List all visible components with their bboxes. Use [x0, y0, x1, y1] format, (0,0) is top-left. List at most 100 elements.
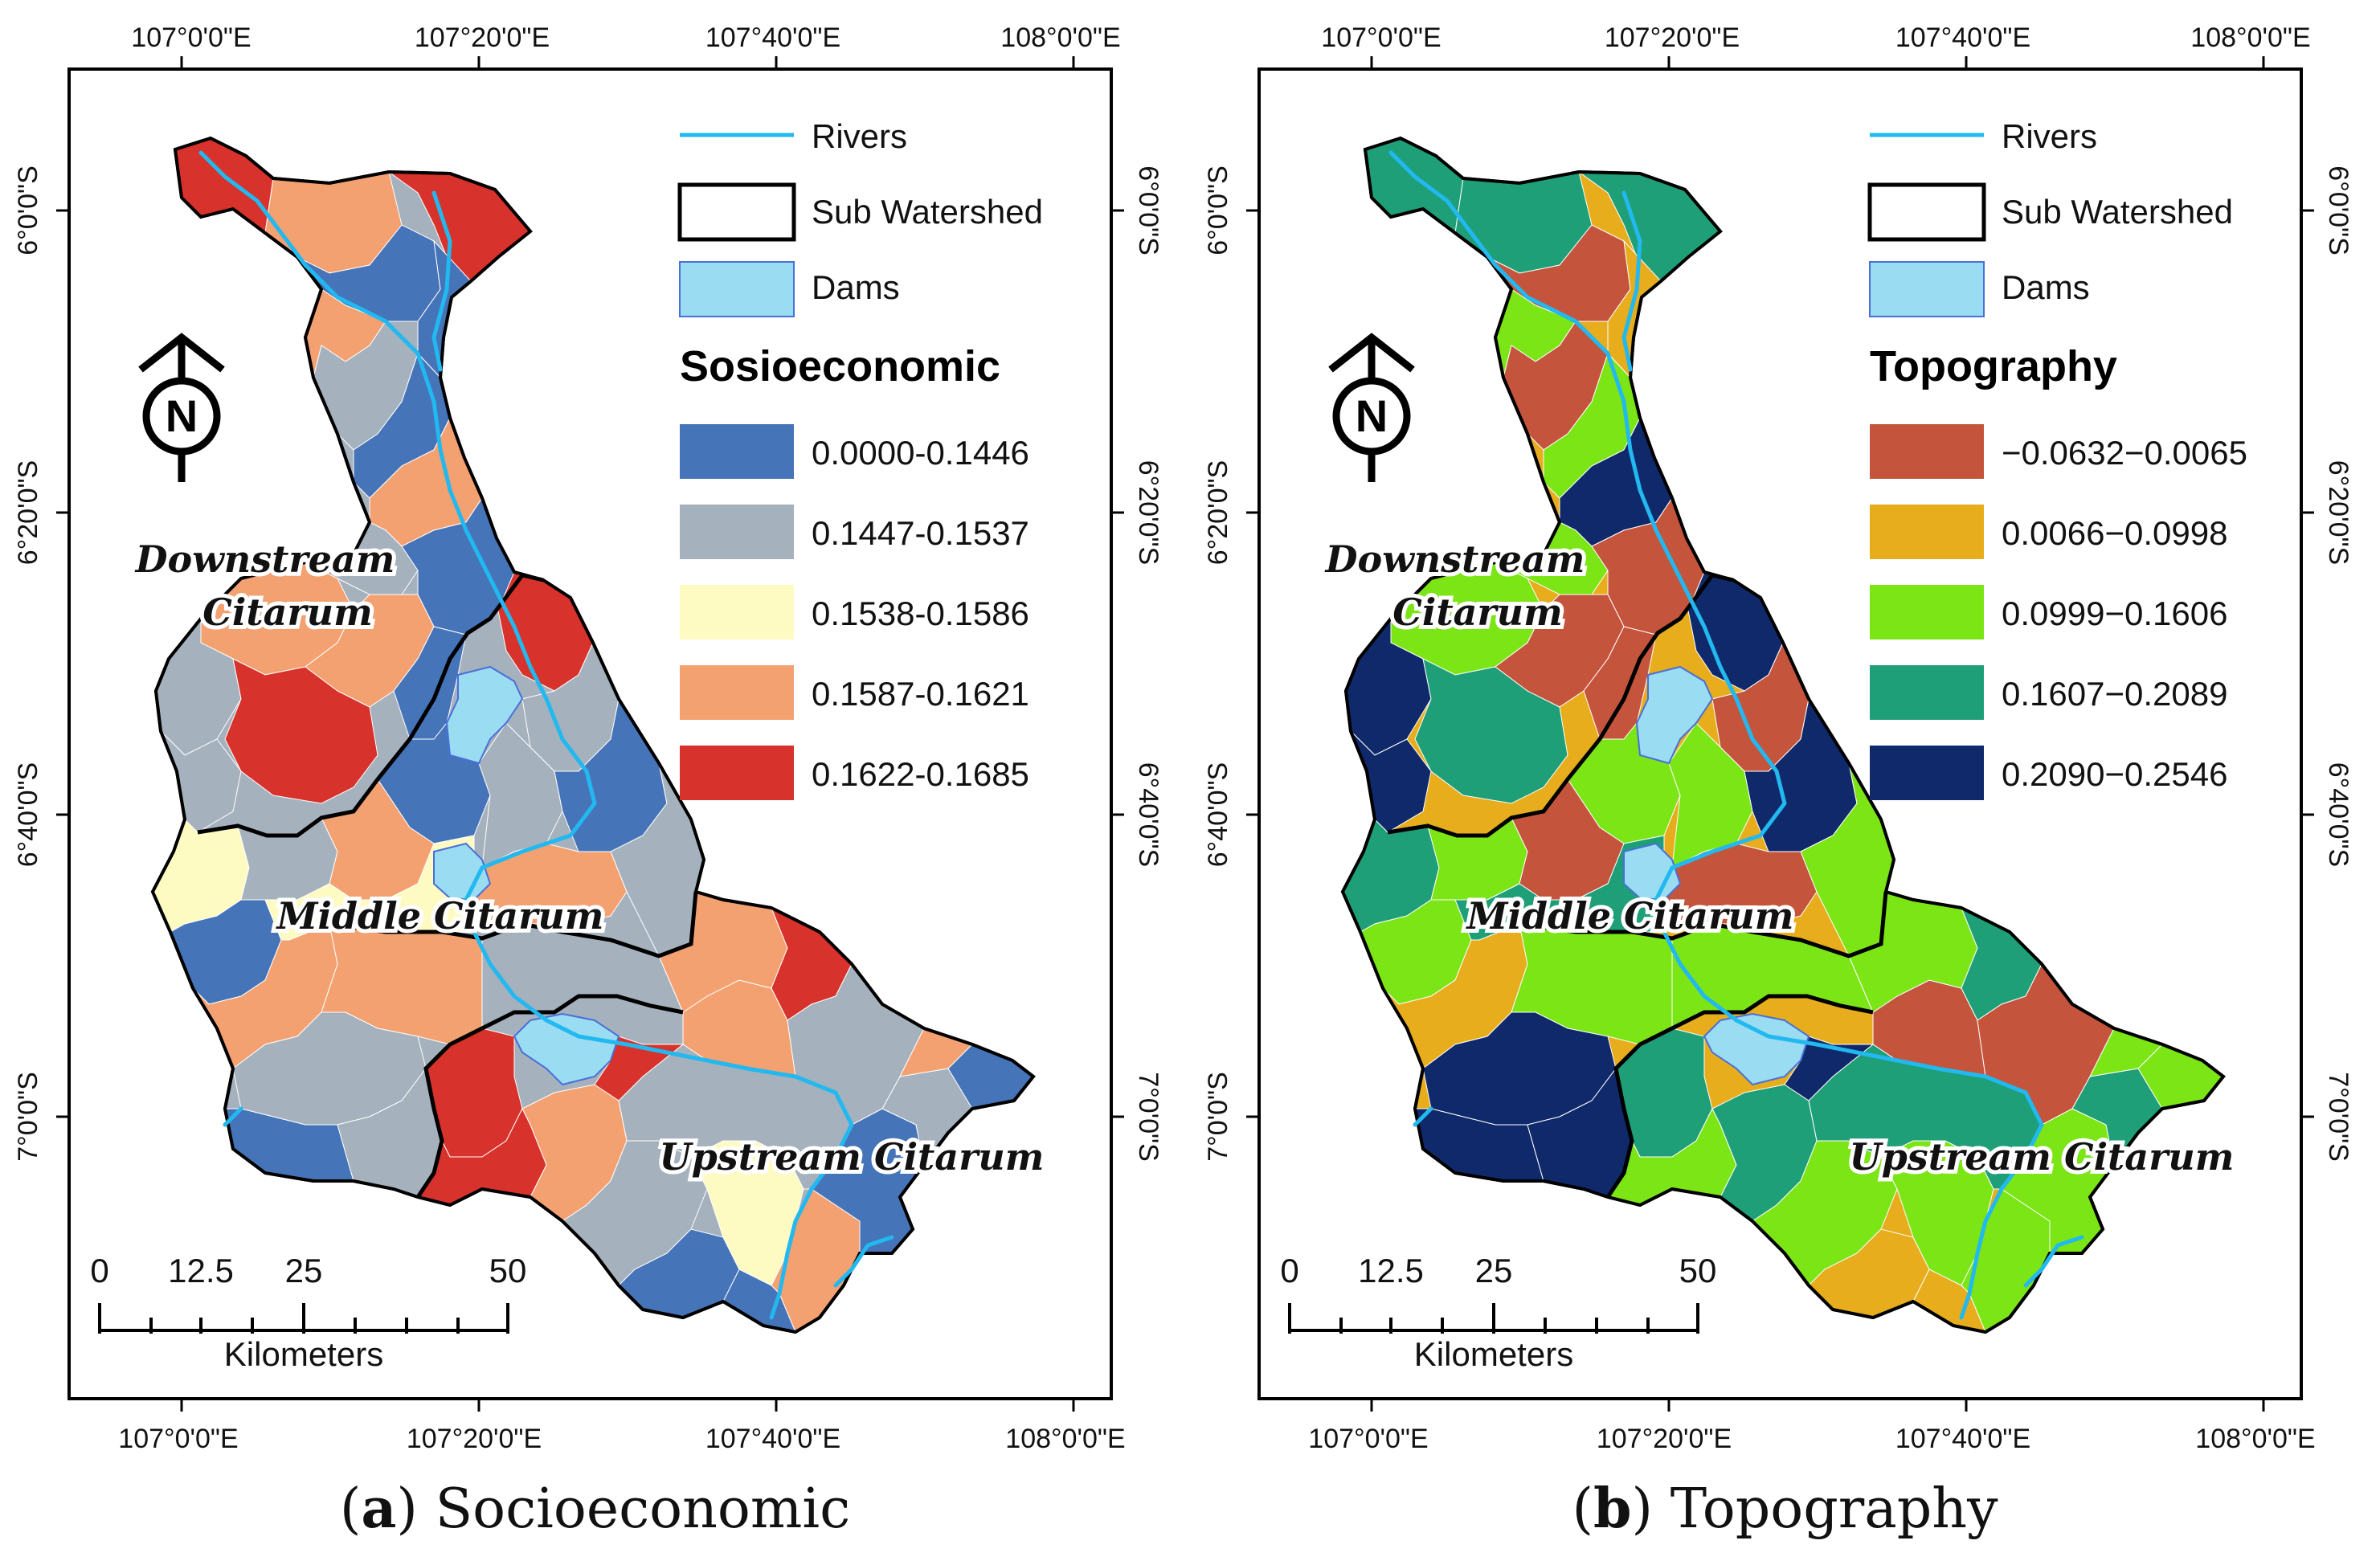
region-labels: Downstream Citarum Middle Citarum Upstre… — [130, 533, 1049, 1183]
legend-class-label-3: 0.1587-0.1621 — [812, 675, 1029, 713]
legend-class-swatch-1 — [680, 505, 794, 559]
legend-class-label-0: −0.0632−0.0065 — [2002, 434, 2247, 472]
cirata-dam — [1623, 842, 1682, 901]
legend-class-swatch-4 — [680, 746, 794, 800]
caption-title: Topography — [1670, 1477, 1998, 1541]
legend-class-swatch-0 — [1870, 424, 1984, 479]
lat-label-left-3: 7°0'0"S — [13, 1072, 43, 1162]
scale-tick-50: 50 — [489, 1252, 527, 1289]
scale-bar: 0 12.5 25 50 Kilometers — [90, 1252, 526, 1373]
dams-layer — [1623, 665, 1810, 1086]
scale-unit: Kilometers — [1414, 1335, 1573, 1373]
top-longitude-labels: 107°0'0"E 107°20'0"E 107°40'0"E 108°0'0"… — [1321, 22, 2310, 53]
lat-label-right-3: 7°0'0"S — [2323, 1072, 2353, 1162]
sub-watershed-boundaries — [1387, 573, 1888, 1199]
top-longitude-labels: 107°0'0"E 107°20'0"E 107°40'0"E 108°0'0"… — [131, 22, 1120, 53]
legend-class-swatch-4 — [1870, 746, 1984, 800]
legend-class-swatch-3 — [1870, 665, 1984, 720]
dams-layer — [433, 665, 620, 1086]
lon-label-top-3: 108°0'0"E — [2190, 22, 2310, 53]
legend-class-label-4: 0.1622-0.1685 — [812, 755, 1029, 793]
lon-label-bottom-1: 107°20'0"E — [407, 1424, 542, 1454]
upstream-label: Upstream Citarum — [1850, 1135, 2235, 1179]
legend-dams-symbol — [1869, 261, 1985, 317]
legend-classes: −0.0632−0.0065 0.0066−0.0998 0.0999−0.1606… — [1870, 424, 2247, 800]
lon-label-top-0: 107°0'0"E — [1321, 22, 1441, 53]
left-latitude-labels: 6°0'0"S 6°20'0"S 6°40'0"S 7°0'0"S — [13, 165, 43, 1162]
lon-label-bottom-3: 108°0'0"E — [2195, 1424, 2315, 1454]
jatiluhur-dam — [1635, 665, 1714, 765]
lon-label-top-0: 107°0'0"E — [131, 22, 251, 53]
legend-class-swatch-1 — [1870, 505, 1984, 559]
map-panel-b: 107°0'0"E 107°20'0"E 107°40'0"E 108°0'0"… — [1190, 0, 2380, 1565]
lat-label-right-3: 7°0'0"S — [1133, 1072, 1163, 1162]
legend-subwatershed-symbol — [677, 182, 796, 242]
watershed-map — [1340, 136, 2226, 1334]
legend-dams-label: Dams — [812, 268, 900, 306]
legend-class-swatch-2 — [680, 585, 794, 639]
lon-label-top-1: 107°20'0"E — [1605, 22, 1740, 53]
lon-label-bottom-1: 107°20'0"E — [1597, 1424, 1732, 1454]
legend: Rivers Sub Watershed Dams Sosioeconomic … — [677, 117, 1043, 800]
legend-title: Sosioeconomic — [680, 342, 1000, 390]
scale-tick-25: 25 — [1475, 1252, 1513, 1289]
north-arrow: N — [1328, 333, 1415, 482]
legend-class-swatch-2 — [1870, 585, 1984, 639]
frame-ticks — [1246, 56, 2314, 1412]
saguling-dam — [513, 1012, 620, 1086]
caption-letter: a — [361, 1477, 397, 1541]
downstream-label-line2: Citarum — [1392, 590, 1563, 634]
right-latitude-labels: 6°0'0"S 6°20'0"S 6°40'0"S 7°0'0"S — [1133, 165, 1163, 1162]
scale-tick-50: 50 — [1679, 1252, 1717, 1289]
rivers-layer — [1388, 150, 2084, 1320]
legend-rivers-label: Rivers — [2002, 117, 2097, 155]
lat-label-right-0: 6°0'0"S — [1133, 165, 1163, 255]
north-letter: N — [1356, 390, 1388, 441]
lat-label-left-2: 6°40'0"S — [13, 762, 43, 867]
sub-watershed-boundaries — [197, 573, 698, 1199]
left-latitude-labels: 6°0'0"S 6°20'0"S 6°40'0"S 7°0'0"S — [1203, 165, 1233, 1162]
map-panel-a: 107°0'0"E 107°20'0"E 107°40'0"E 108°0'0"… — [13, 22, 1163, 1541]
caption-title: Socioeconomic — [435, 1477, 851, 1541]
downstream-label-line1: Downstream — [134, 537, 395, 581]
middle-label: Middle Citarum — [1466, 894, 1794, 938]
lat-label-right-1: 6°20'0"S — [1133, 460, 1163, 565]
lat-label-left-2: 6°40'0"S — [1203, 762, 1233, 867]
legend-subwatershed-label: Sub Watershed — [812, 193, 1043, 231]
region-labels: Downstream Citarum Middle Citarum Upstre… — [1320, 533, 2239, 1183]
scale-bar: 0 12.5 25 50 Kilometers — [1280, 1252, 1716, 1373]
legend-class-label-2: 0.1538-0.1586 — [812, 595, 1029, 632]
panel-caption: (a) Socioeconomic — [339, 1477, 851, 1541]
classified-units — [150, 136, 1036, 1334]
compass-circle-icon — [142, 377, 221, 456]
watershed-outline — [1340, 136, 2226, 1334]
lon-label-top-1: 107°20'0"E — [415, 22, 550, 53]
legend-dams-symbol — [679, 261, 795, 317]
lat-label-right-0: 6°0'0"S — [2323, 165, 2353, 255]
saguling-dam — [1703, 1012, 1810, 1086]
scale-tick-0: 0 — [90, 1252, 108, 1289]
north-letter: N — [166, 390, 198, 441]
lon-label-top-2: 107°40'0"E — [1895, 22, 2030, 53]
legend-title: Topography — [1870, 342, 2117, 390]
panel-caption: (b) Topography — [1572, 1477, 1998, 1541]
scale-tick-0: 0 — [1280, 1252, 1298, 1289]
lat-label-left-0: 6°0'0"S — [13, 165, 43, 255]
caption-letter: b — [1593, 1477, 1632, 1541]
lon-label-bottom-0: 107°0'0"E — [1308, 1424, 1428, 1454]
bottom-longitude-labels: 107°0'0"E 107°20'0"E 107°40'0"E 108°0'0"… — [118, 1424, 1125, 1454]
scale-tick-12-5: 12.5 — [168, 1252, 234, 1289]
downstream-label-line1: Downstream — [1324, 537, 1585, 581]
lat-label-left-1: 6°20'0"S — [1203, 460, 1233, 565]
legend-subwatershed-symbol — [1867, 182, 1986, 242]
scale-unit: Kilometers — [224, 1335, 383, 1373]
legend-dams-label: Dams — [2002, 268, 2090, 306]
map-figure: 107°0'0"E 107°20'0"E 107°40'0"E 108°0'0"… — [13, 22, 1163, 1454]
lon-label-top-3: 108°0'0"E — [1000, 22, 1120, 53]
legend-subwatershed-label: Sub Watershed — [2002, 193, 2233, 231]
watershed-map — [150, 136, 1036, 1334]
scale-tick-12-5: 12.5 — [1358, 1252, 1424, 1289]
rivers-layer — [198, 150, 894, 1320]
watershed-outline — [150, 136, 1036, 1334]
frame-ticks — [56, 56, 1124, 1412]
